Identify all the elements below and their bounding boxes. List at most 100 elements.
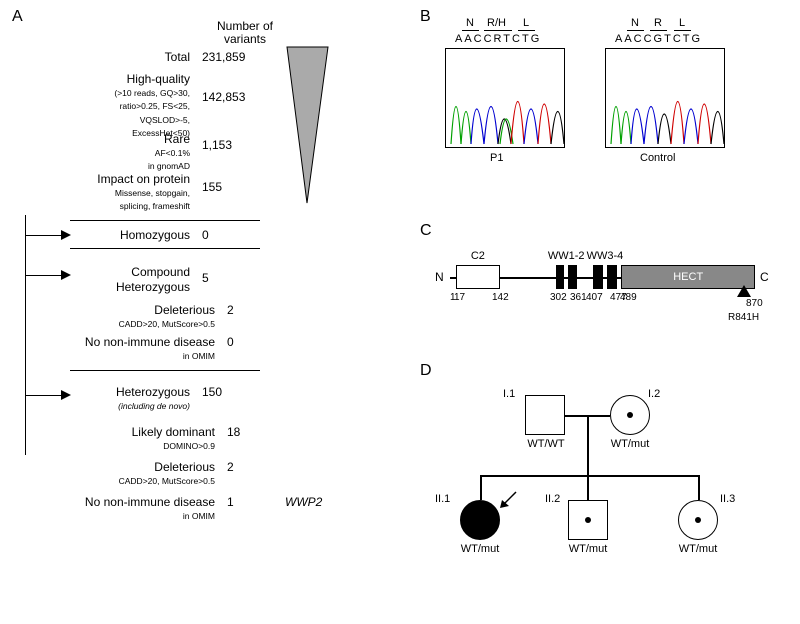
carrier-dot-icon	[627, 412, 633, 418]
filter-het-del: Deleterious CADD>20, MutScore>0.5 2	[35, 460, 277, 488]
panel-c-label: C	[420, 222, 432, 240]
ped-geno-ii3: WT/mut	[668, 543, 728, 555]
ped-ii2	[568, 500, 608, 540]
het-noimm-label: No non-immune disease	[85, 495, 215, 509]
het-dom-count: 18	[227, 425, 277, 439]
filter-rare-count: 1,153	[202, 132, 252, 152]
aa-label: L	[679, 17, 685, 29]
filter-het-dom: Likely dominant DOMINO>0.9 18	[35, 425, 277, 453]
position-label: 302	[550, 292, 567, 303]
filter-hq-count: 142,853	[202, 72, 252, 104]
compound-del-sub: CADD>20, MutScore>0.5	[119, 319, 215, 329]
aa-underline	[627, 30, 644, 31]
funnel-icon	[285, 45, 330, 205]
het-del-sub: CADD>20, MutScore>0.5	[119, 476, 215, 486]
filter-impact-label: Impact on protein	[97, 172, 190, 186]
filter-rare-label: Rare	[164, 132, 190, 146]
ped-sibling-line	[480, 475, 700, 477]
position-label: 407	[586, 292, 603, 303]
het-label: Heterozygous	[116, 385, 190, 399]
homozygous-label: Homozygous	[120, 228, 190, 242]
proband-arrow-icon	[498, 490, 518, 510]
domain-box-ww3-4	[607, 265, 617, 289]
divider	[70, 220, 260, 221]
domain-label: HECT	[668, 271, 708, 283]
filter-total-count: 231,859	[202, 50, 252, 64]
filter-hq-label: High-quality	[127, 72, 190, 86]
homozygous-count: 0	[202, 228, 252, 242]
compound-noimm-sub: in OMIM	[183, 351, 215, 361]
domain-box-c2	[456, 265, 500, 289]
ped-i1	[525, 395, 565, 435]
ped-id-i2: I.2	[648, 388, 660, 400]
ped-ii3	[678, 500, 718, 540]
aa-underline	[674, 30, 691, 31]
panel-a-label: A	[12, 8, 23, 26]
compound-count: 5	[202, 265, 252, 285]
domain-box-ww1-2	[568, 265, 576, 289]
variant-count-header: Number of variants	[205, 20, 285, 46]
mutation-arrow-icon	[737, 285, 751, 299]
het-dom-label: Likely dominant	[132, 425, 215, 439]
aa-label: N	[466, 17, 474, 29]
chromatogram-control	[605, 48, 725, 148]
het-del-label: Deleterious	[154, 460, 215, 474]
aa-label: R	[654, 17, 662, 29]
domain-label: WW3-4	[585, 250, 625, 262]
domain-label: WW1-2	[546, 250, 586, 262]
ped-geno-ii1: WT/mut	[450, 543, 510, 555]
het-dom-sub: DOMINO>0.9	[163, 441, 215, 451]
chrom-control-label: Control	[640, 152, 675, 164]
het-gene: WWP2	[285, 495, 322, 509]
divider	[70, 370, 260, 371]
filter-het-noimm: No non-immune disease in OMIM 1 WWP2	[35, 495, 322, 523]
aa-label: N	[631, 17, 639, 29]
aa-label: L	[523, 17, 529, 29]
filter-hq: High-quality (>10 reads, GQ>30, ratio>0.2…	[10, 72, 252, 140]
carrier-dot-icon	[695, 517, 701, 523]
compound-noimm-count: 0	[227, 335, 277, 349]
position-label: 17	[454, 292, 465, 303]
domain-box-ww3-4	[593, 265, 603, 289]
ped-geno-ii2: WT/mut	[558, 543, 618, 555]
het-sub: (including de novo)	[118, 401, 190, 411]
het-noimm-count: 1	[227, 495, 277, 509]
aa-underline	[484, 30, 512, 31]
filter-hq-sub: (>10 reads, GQ>30, ratio>0.25, FS<25, VQ…	[114, 88, 190, 138]
ped-geno-i1: WT/WT	[516, 438, 576, 450]
tree-vertical	[25, 215, 26, 455]
filter-compound-del: Deleterious CADD>20, MutScore>0.5 2	[35, 303, 277, 331]
compound-label: Compound Heterozygous	[116, 265, 190, 294]
aa-underline	[650, 30, 667, 31]
position-label: 361	[570, 292, 587, 303]
ped-id-ii2: II.2	[545, 493, 560, 505]
filter-rare: Rare AF<0.1% in gnomAD 1,153	[10, 132, 252, 174]
chrom-p1-label: P1	[490, 152, 503, 164]
het-noimm-sub: in OMIM	[183, 511, 215, 521]
domain-label: C2	[458, 250, 498, 262]
compound-del-count: 2	[227, 303, 277, 317]
ped-i2	[610, 395, 650, 435]
ped-geno-i2: WT/mut	[600, 438, 660, 450]
chrom-seq-p1: AACCRTCTG	[455, 33, 541, 45]
filter-het: Heterozygous (including de novo) 150	[10, 385, 252, 413]
filter-impact: Impact on protein Missense, stopgain, spl…	[10, 172, 252, 214]
chromatogram-trace-icon	[606, 49, 725, 148]
ped-id-ii1: II.1	[435, 493, 450, 505]
n-terminus-label: N	[435, 270, 444, 284]
position-label: 489	[620, 292, 637, 303]
panel-b-label: B	[420, 8, 431, 26]
ped-child-line	[698, 475, 700, 500]
filter-compound: Compound Heterozygous 5	[10, 265, 252, 295]
het-del-count: 2	[227, 460, 277, 474]
het-count: 150	[202, 385, 252, 399]
compound-del-label: Deleterious	[154, 303, 215, 317]
filter-rare-sub: AF<0.1% in gnomAD	[148, 148, 190, 171]
domain-box-ww1-2	[556, 265, 564, 289]
filter-impact-sub: Missense, stopgain, splicing, frameshift	[115, 188, 190, 211]
ped-child-line	[587, 475, 589, 500]
ped-id-ii3: II.3	[720, 493, 735, 505]
chromatogram-trace-icon	[446, 49, 565, 148]
chromatogram-p1	[445, 48, 565, 148]
aa-label: R/H	[487, 17, 506, 29]
